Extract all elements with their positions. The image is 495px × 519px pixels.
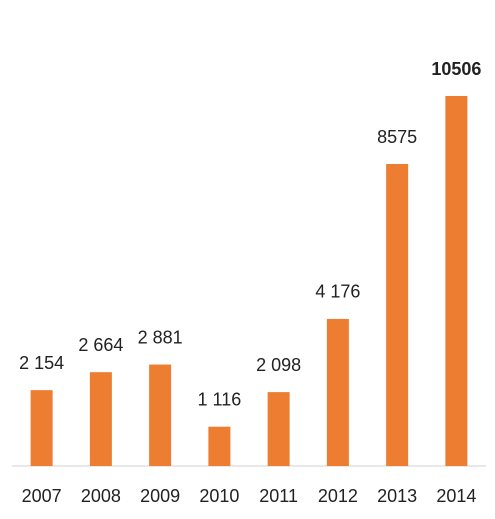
bar — [326, 318, 349, 466]
bar — [89, 372, 112, 466]
value-label: 2 154 — [19, 353, 64, 373]
x-tick-label: 2014 — [436, 486, 476, 506]
bar — [149, 364, 172, 466]
value-label: 4 176 — [315, 282, 360, 302]
x-tick-label: 2011 — [259, 486, 298, 506]
x-tick-label: 2009 — [140, 486, 180, 506]
x-tick-label: 2012 — [318, 486, 358, 506]
bar — [208, 426, 231, 466]
value-label: 2 881 — [138, 327, 183, 347]
x-tick-label: 2010 — [199, 486, 239, 506]
bar — [386, 164, 409, 466]
bar — [445, 96, 468, 466]
bar — [267, 392, 290, 466]
x-tick-label: 2007 — [22, 486, 62, 506]
x-tick-label: 2008 — [81, 486, 121, 506]
value-label: 10506 — [431, 59, 481, 79]
x-tick-label: 2013 — [377, 486, 417, 506]
value-label: 8575 — [377, 127, 417, 147]
value-label: 2 098 — [256, 355, 301, 375]
value-label: 2 664 — [78, 335, 123, 355]
bar — [30, 390, 53, 466]
value-label: 1 116 — [198, 389, 242, 409]
